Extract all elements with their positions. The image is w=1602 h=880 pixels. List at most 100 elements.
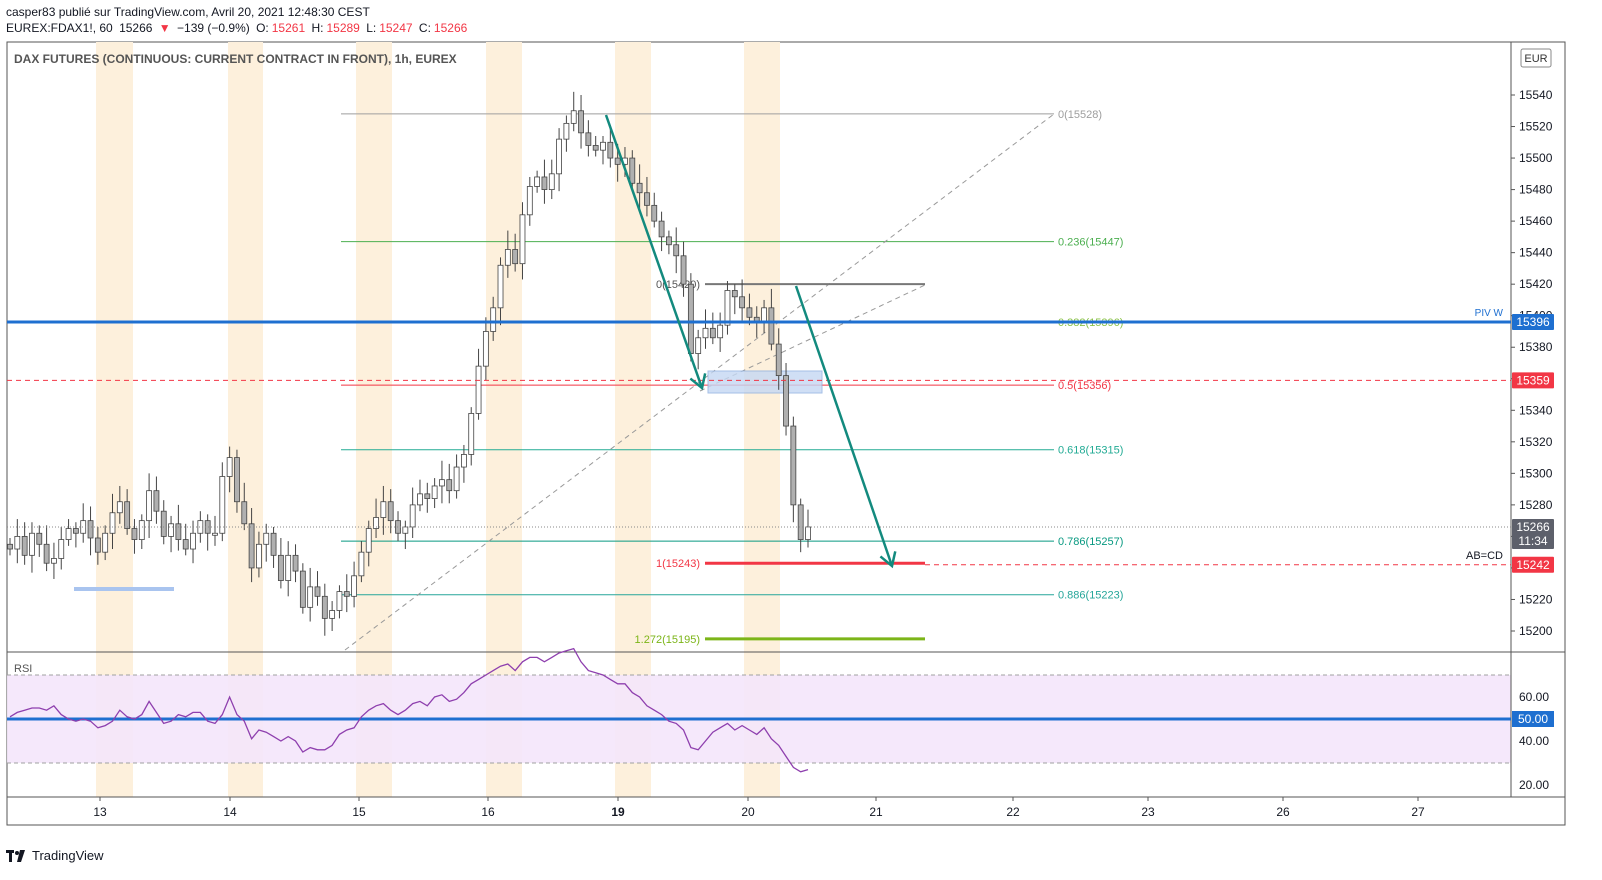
candle-body [651, 204, 658, 222]
x-tick-label: 23 [1141, 805, 1155, 819]
x-tick-label: 15 [352, 805, 366, 819]
candle-body [614, 157, 621, 165]
candle-body [739, 296, 746, 309]
candle-body [709, 327, 716, 339]
support-box [74, 587, 174, 591]
candle-body [746, 307, 753, 318]
candle-body [636, 182, 643, 194]
abcd-pattern-label: AB=CD [1466, 550, 1503, 562]
change: −139 (−0.9%) [177, 21, 250, 35]
candle-body [299, 570, 306, 608]
target-badge: 15242 [1516, 558, 1550, 572]
tradingview-logo-icon [6, 849, 25, 862]
candle-body [797, 504, 804, 540]
pivot-badge-bg [1512, 314, 1554, 331]
fib-level-label: 0.236(15447) [1058, 237, 1123, 249]
session-band [356, 42, 392, 797]
y-tick-label: 15520 [1519, 120, 1553, 134]
candle-body [461, 454, 467, 468]
open-label: O: [256, 21, 269, 35]
last-price: 15266 [119, 21, 153, 35]
y-tick-label: 15500 [1519, 151, 1553, 165]
candle-body [453, 466, 460, 492]
chart-canvas[interactable]: DAX FUTURES (CONTINUOUS: CURRENT CONTRAC… [0, 0, 1602, 840]
candle-body [51, 558, 57, 564]
candle-body [644, 192, 650, 206]
open-value: 15261 [271, 21, 306, 35]
candle-body [482, 331, 489, 367]
candle-body [534, 176, 541, 187]
candle-body [80, 520, 87, 534]
candle-body [124, 501, 131, 529]
projection-arrow-ab-head [689, 373, 707, 391]
currency-box [1520, 48, 1552, 68]
abcd-target-label: 1(15243) [656, 558, 700, 570]
candle-body [548, 173, 555, 190]
candle-body [629, 157, 636, 184]
y-tick-label: 15440 [1519, 246, 1553, 260]
change-down-icon: ▼ [158, 21, 171, 35]
footer: TradingView [6, 848, 104, 863]
rsi-midline-badge-bg [1512, 711, 1554, 727]
candle-body [212, 532, 218, 536]
symbol: EUREX:FDAX1!, 60 [6, 21, 113, 35]
candle-body [234, 457, 240, 503]
x-tick-label: 22 [1006, 805, 1020, 819]
x-tick-label: 14 [223, 805, 237, 819]
candle-body [731, 290, 738, 298]
candle-body [724, 290, 731, 326]
candle-body [373, 517, 379, 529]
y-tick-label: 15300 [1519, 466, 1553, 480]
candle-body [658, 220, 665, 238]
candle-body [424, 493, 431, 499]
candle-body [321, 595, 328, 619]
y-tick-label: 15320 [1519, 435, 1553, 449]
y-tick-label: 15200 [1519, 624, 1553, 638]
candle-body [585, 132, 592, 146]
x-tick-label: 27 [1411, 805, 1425, 819]
candle-body [109, 512, 116, 534]
candle-body [65, 528, 72, 540]
candle-body [219, 476, 226, 534]
x-tick-label: 16 [481, 805, 495, 819]
candle-body [475, 365, 482, 414]
candle-body [43, 543, 50, 564]
session-band [228, 42, 263, 797]
session-band [96, 42, 133, 797]
candle-body [36, 532, 43, 545]
y-tick-label: 15540 [1519, 88, 1553, 102]
close-value: 15266 [433, 21, 468, 35]
candle-body [409, 504, 416, 528]
candle-body [307, 586, 314, 608]
brand-label[interactable]: TradingView [32, 848, 104, 863]
y-tick-label: 15380 [1519, 340, 1553, 354]
candle-body [519, 214, 526, 265]
candle-body [226, 457, 233, 477]
candle-body [768, 307, 775, 345]
ohlc-line: EUREX:FDAX1!, 60 15266 ▼ −139 (−0.9%) O:… [6, 21, 470, 35]
candle-body [702, 327, 709, 339]
candle-body [439, 479, 445, 487]
y-tick-label: 15280 [1519, 498, 1553, 512]
candle-body [446, 479, 453, 492]
candle-body [526, 186, 533, 216]
y-tick-label: 15420 [1519, 277, 1553, 291]
candle-body [556, 138, 562, 175]
candle-body [402, 526, 409, 534]
x-tick-label: 19 [611, 805, 625, 819]
rsi-label: RSI [14, 663, 32, 675]
candle-body [387, 501, 394, 522]
candle-body [72, 528, 79, 534]
candle-body [175, 523, 182, 540]
candle-body [790, 425, 797, 506]
candle-body [285, 554, 292, 581]
candle-body [665, 236, 672, 246]
candle-body [29, 532, 35, 556]
countdown-label: 11:34 [1518, 534, 1547, 548]
currency-label: EUR [1524, 53, 1547, 65]
target-badge-bg [1512, 556, 1554, 573]
candle-body [168, 523, 174, 537]
candle-body [153, 490, 160, 512]
abcd-ext-label: 1.272(15195) [635, 634, 700, 646]
rsi-line [9, 647, 809, 773]
